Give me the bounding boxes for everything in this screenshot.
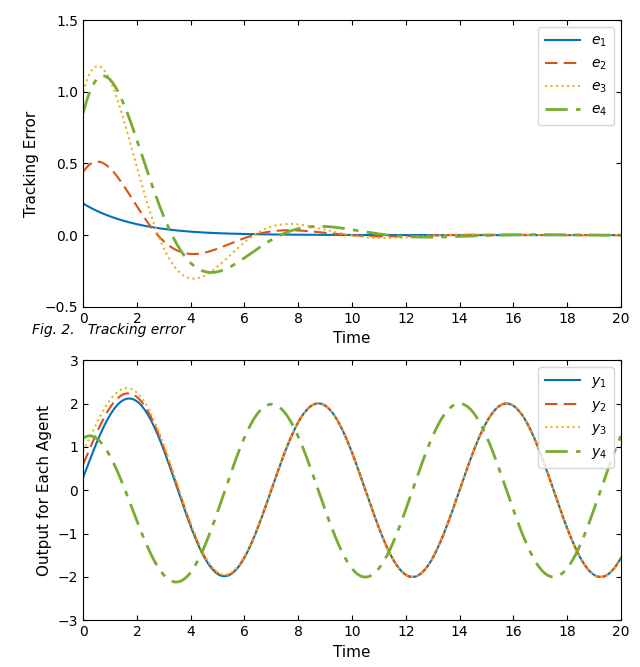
$y_2$ — [79, 460, 87, 468]
$e_2$ — [309, 227, 317, 235]
$e_3$ — [549, 231, 557, 239]
$y_1$ — [597, 573, 605, 581]
$e_3$ — [607, 231, 614, 239]
$y_4$ — [79, 434, 87, 442]
$e_1$ — [606, 231, 614, 239]
$y_1$ — [79, 474, 87, 482]
$e_3$ — [173, 265, 180, 273]
$e_1$ — [285, 231, 293, 239]
$y_2$ — [141, 402, 148, 410]
Legend: $e_1$, $e_2$, $e_3$, $e_4$: $e_1$, $e_2$, $e_3$, $e_4$ — [538, 27, 614, 125]
$y_3$ — [617, 554, 625, 562]
$y_2$ — [548, 483, 556, 491]
$e_4$ — [286, 227, 294, 235]
$e_1$ — [173, 226, 180, 234]
$y_1$ — [173, 482, 180, 490]
$y_1$ — [309, 401, 317, 409]
$e_1$ — [141, 222, 148, 230]
$y_3$ — [309, 401, 317, 409]
Line: $y_4$: $y_4$ — [83, 404, 621, 582]
$y_4$ — [172, 578, 180, 586]
$y_2$ — [124, 390, 132, 398]
Line: $e_1$: $e_1$ — [83, 203, 621, 235]
$y_4$ — [456, 400, 463, 408]
$e_2$ — [549, 231, 557, 239]
$y_2$ — [309, 401, 317, 409]
X-axis label: Time: Time — [333, 331, 371, 346]
$y_1$ — [548, 483, 556, 491]
$e_3$ — [309, 223, 317, 231]
$y_4$ — [617, 432, 625, 440]
$e_1$ — [309, 231, 317, 239]
$y_4$ — [607, 458, 614, 466]
$e_3$ — [141, 191, 148, 199]
$y_3$ — [607, 568, 614, 576]
$y_3$ — [123, 384, 131, 392]
Line: $y_3$: $y_3$ — [83, 388, 621, 577]
$e_3$ — [617, 231, 625, 239]
$e_2$ — [173, 246, 180, 254]
$y_4$ — [549, 573, 557, 581]
$e_3$ — [79, 87, 87, 95]
Y-axis label: Tracking Error: Tracking Error — [24, 110, 39, 217]
$y_1$ — [285, 437, 293, 445]
$e_2$ — [141, 214, 148, 222]
$e_4$ — [207, 268, 215, 276]
Line: $y_1$: $y_1$ — [83, 398, 621, 577]
$e_2$ — [79, 168, 87, 176]
$y_1$ — [617, 554, 625, 562]
$e_4$ — [549, 231, 557, 239]
$e_4$ — [99, 72, 107, 80]
$e_3$ — [94, 62, 102, 70]
$y_3$ — [141, 398, 148, 406]
Legend: $y_1$, $y_2$, $y_3$, $y_4$: $y_1$, $y_2$, $y_3$, $y_4$ — [538, 367, 614, 468]
$e_2$ — [93, 157, 101, 165]
$e_2$ — [617, 231, 625, 239]
$e_1$ — [548, 231, 556, 239]
$y_2$ — [285, 436, 293, 444]
$y_4$ — [285, 416, 293, 424]
Line: $y_2$: $y_2$ — [83, 394, 621, 577]
$e_2$ — [286, 226, 294, 234]
$e_1$ — [79, 199, 87, 207]
Line: $e_4$: $e_4$ — [83, 76, 621, 272]
$y_3$ — [79, 448, 87, 456]
$y_3$ — [548, 483, 556, 491]
$y_4$ — [141, 536, 148, 544]
Text: Fig. 2.   Tracking error: Fig. 2. Tracking error — [32, 323, 185, 337]
$e_4$ — [141, 159, 148, 167]
Line: $e_3$: $e_3$ — [83, 66, 621, 279]
$y_1$ — [141, 406, 148, 414]
$e_4$ — [79, 109, 87, 117]
$y_1$ — [125, 394, 133, 402]
$y_2$ — [607, 568, 614, 576]
$e_3$ — [286, 220, 294, 228]
$e_2$ — [607, 231, 614, 239]
$y_1$ — [607, 568, 614, 576]
$e_4$ — [309, 223, 317, 231]
$y_3$ — [597, 573, 605, 581]
$y_2$ — [173, 480, 180, 488]
$e_4$ — [173, 239, 180, 247]
$y_3$ — [173, 478, 180, 486]
$y_2$ — [597, 573, 605, 581]
$y_4$ — [309, 470, 317, 478]
$y_4$ — [173, 578, 180, 586]
$e_2$ — [189, 250, 197, 258]
$y_2$ — [617, 554, 625, 562]
X-axis label: Time: Time — [333, 645, 371, 660]
$e_4$ — [607, 231, 614, 239]
Y-axis label: Output for Each Agent: Output for Each Agent — [37, 405, 52, 576]
$e_3$ — [190, 275, 198, 283]
$e_4$ — [617, 231, 625, 239]
$y_3$ — [285, 436, 293, 444]
$e_1$ — [617, 231, 625, 239]
Line: $e_2$: $e_2$ — [83, 161, 621, 254]
